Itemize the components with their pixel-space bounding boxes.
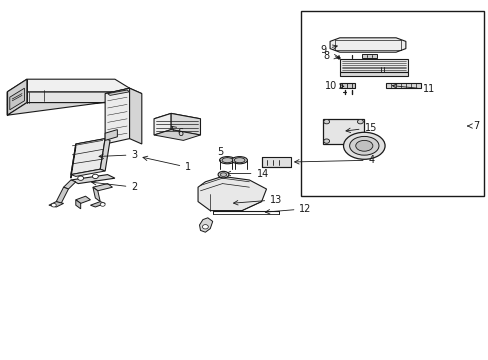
Text: 8: 8 bbox=[323, 51, 338, 61]
Polygon shape bbox=[105, 88, 142, 99]
Circle shape bbox=[323, 139, 329, 143]
Polygon shape bbox=[90, 202, 105, 207]
Circle shape bbox=[100, 203, 105, 206]
Polygon shape bbox=[105, 130, 117, 140]
Polygon shape bbox=[71, 144, 76, 178]
Text: 13: 13 bbox=[233, 195, 282, 205]
Text: 4: 4 bbox=[294, 155, 374, 165]
Circle shape bbox=[323, 120, 329, 124]
Polygon shape bbox=[93, 187, 100, 202]
Polygon shape bbox=[154, 130, 200, 140]
Polygon shape bbox=[76, 196, 90, 203]
Polygon shape bbox=[261, 157, 290, 167]
Circle shape bbox=[357, 120, 363, 124]
Text: 6: 6 bbox=[171, 126, 183, 138]
Polygon shape bbox=[339, 72, 407, 76]
Polygon shape bbox=[386, 83, 420, 88]
Polygon shape bbox=[329, 38, 405, 52]
Polygon shape bbox=[7, 79, 27, 115]
Text: 1: 1 bbox=[142, 156, 191, 172]
Polygon shape bbox=[10, 88, 24, 110]
Polygon shape bbox=[129, 88, 142, 144]
Ellipse shape bbox=[219, 157, 235, 164]
Text: 10: 10 bbox=[324, 81, 343, 91]
Polygon shape bbox=[105, 88, 129, 144]
Polygon shape bbox=[339, 83, 354, 88]
Ellipse shape bbox=[349, 136, 378, 155]
Text: 3: 3 bbox=[99, 150, 137, 160]
Polygon shape bbox=[154, 113, 200, 124]
Polygon shape bbox=[7, 79, 129, 104]
Polygon shape bbox=[49, 202, 63, 207]
Circle shape bbox=[78, 176, 83, 180]
Polygon shape bbox=[171, 113, 200, 135]
Ellipse shape bbox=[218, 171, 228, 178]
Polygon shape bbox=[7, 99, 129, 115]
Bar bbox=[300, 11, 483, 196]
Polygon shape bbox=[115, 88, 129, 103]
Text: 9: 9 bbox=[320, 45, 337, 55]
Text: 11: 11 bbox=[392, 84, 434, 94]
Polygon shape bbox=[76, 200, 81, 209]
Circle shape bbox=[92, 174, 98, 179]
Polygon shape bbox=[71, 169, 105, 176]
Text: 12: 12 bbox=[265, 204, 311, 214]
Circle shape bbox=[357, 139, 363, 143]
Ellipse shape bbox=[220, 173, 226, 176]
Polygon shape bbox=[71, 175, 115, 184]
Ellipse shape bbox=[222, 158, 232, 163]
Circle shape bbox=[51, 203, 56, 207]
Polygon shape bbox=[93, 184, 112, 191]
Polygon shape bbox=[339, 59, 407, 72]
Polygon shape bbox=[63, 180, 76, 189]
Polygon shape bbox=[107, 90, 129, 95]
Text: 5: 5 bbox=[217, 147, 228, 162]
Polygon shape bbox=[154, 113, 171, 135]
Polygon shape bbox=[71, 139, 105, 175]
Polygon shape bbox=[198, 176, 266, 211]
Polygon shape bbox=[322, 119, 364, 144]
Polygon shape bbox=[100, 139, 110, 171]
Polygon shape bbox=[7, 92, 129, 115]
Circle shape bbox=[202, 225, 208, 229]
Ellipse shape bbox=[234, 158, 244, 163]
Ellipse shape bbox=[343, 132, 385, 159]
Text: 7: 7 bbox=[467, 121, 479, 131]
Text: 15: 15 bbox=[346, 123, 376, 133]
Ellipse shape bbox=[231, 157, 247, 164]
Polygon shape bbox=[199, 218, 212, 232]
Polygon shape bbox=[361, 54, 376, 58]
Text: 2: 2 bbox=[92, 180, 137, 192]
Polygon shape bbox=[56, 187, 68, 203]
Ellipse shape bbox=[355, 140, 372, 151]
Polygon shape bbox=[76, 139, 105, 148]
Text: 14: 14 bbox=[226, 168, 268, 179]
